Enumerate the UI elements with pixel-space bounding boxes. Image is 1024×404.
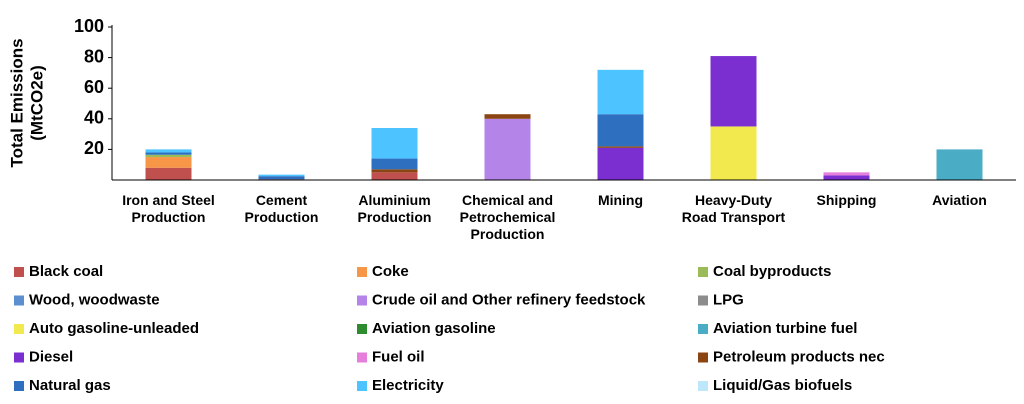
bar-segment	[710, 56, 757, 127]
legend-swatch	[14, 267, 24, 277]
y-tick-label: 100	[74, 16, 104, 36]
bar-segment	[371, 158, 418, 170]
legend-swatch	[14, 324, 24, 334]
legend-label: Black coal	[29, 263, 103, 280]
x-tick-label: Chemical and Petrochemical Production	[459, 192, 556, 242]
x-tick-label: Heavy-Duty Road Transport	[681, 192, 786, 225]
legend-swatch	[698, 295, 708, 306]
bar-segment	[823, 172, 870, 176]
legend-swatch	[357, 324, 367, 334]
bar-segment	[484, 118, 531, 180]
legend-label: Aviation turbine fuel	[713, 320, 857, 337]
legend-label: Crude oil and Other refinery feedstock	[372, 291, 646, 308]
legend-label: Coke	[372, 263, 409, 280]
legend-swatch	[698, 267, 708, 277]
legend-swatch	[357, 267, 367, 277]
bar-segment	[710, 126, 757, 180]
legend-swatch	[357, 352, 367, 363]
y-tick-label: 20	[84, 138, 104, 158]
bar-segment	[597, 146, 644, 148]
legend-label: Liquid/Gas biofuels	[713, 377, 852, 394]
legend-swatch	[14, 352, 24, 363]
y-tick-label: 60	[84, 77, 104, 97]
legend-label: Aviation gasoline	[372, 320, 496, 337]
legend-swatch	[698, 324, 708, 334]
bar-segment	[145, 154, 192, 158]
bar-segment	[145, 149, 192, 153]
y-tick-label: 80	[84, 46, 104, 66]
legend-label: Auto gasoline-unleaded	[29, 320, 199, 337]
bar-segment	[597, 147, 644, 180]
x-tick-label: Mining	[597, 192, 644, 208]
legend-swatch	[14, 381, 24, 391]
legend-swatch	[357, 295, 367, 306]
y-axis-label: (MtCO2e)	[27, 65, 46, 141]
legend-label: Fuel oil	[372, 348, 425, 365]
bar-segment	[484, 114, 531, 119]
legend-swatch	[14, 295, 24, 306]
x-tick-label: Shipping	[816, 192, 877, 208]
legend-label: Natural gas	[29, 377, 111, 394]
legend-swatch	[698, 381, 708, 391]
bar-segment	[371, 127, 418, 159]
y-tick-label: 40	[84, 108, 104, 128]
legend-label: Petroleum products nec	[713, 348, 885, 365]
x-tick-label: Cement Production	[244, 192, 319, 225]
bar-segment	[145, 167, 192, 180]
bar-segment	[145, 157, 192, 168]
bar-segment	[597, 114, 644, 147]
bar-segment	[371, 169, 418, 173]
legend-label: Coal byproducts	[713, 263, 831, 280]
legend-swatch	[698, 352, 708, 363]
legend-label: Electricity	[372, 377, 444, 394]
x-tick-label: Iron and Steel Production	[122, 192, 215, 225]
y-axis-label: Total Emissions	[7, 38, 26, 167]
bar-segment	[597, 69, 644, 115]
legend-label: Diesel	[29, 348, 73, 365]
bar-segment	[145, 152, 192, 155]
x-tick-label: Aviation	[932, 192, 987, 208]
x-tick-label: Aluminium Production	[357, 192, 432, 225]
bar-segment	[936, 149, 983, 180]
legend-label: LPG	[713, 291, 744, 308]
bar-segment	[258, 174, 305, 177]
legend-label: Wood, woodwaste	[29, 291, 160, 308]
bar-segment	[823, 175, 870, 180]
legend-swatch	[357, 381, 367, 391]
bar-segment	[371, 172, 418, 180]
bar-segment	[258, 176, 305, 180]
